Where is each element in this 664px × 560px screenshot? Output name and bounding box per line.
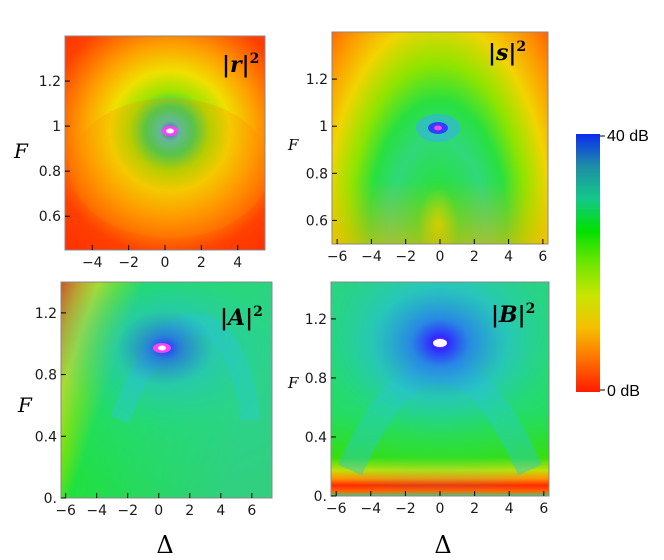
heatmap-panel-A <box>60 281 273 499</box>
x-tick-label: −2 <box>395 249 416 265</box>
y-tick-label: 0.8 <box>39 164 61 180</box>
y-tick-label: 0. <box>44 491 57 507</box>
y-tick-label: 0.6 <box>39 209 61 225</box>
colorbar-bar <box>576 134 600 392</box>
heatmap-s-peak-core <box>434 125 442 131</box>
y-axis-label: F <box>17 393 33 417</box>
x-tick-label: −4 <box>361 249 382 265</box>
x-tick-label: −6 <box>55 503 76 519</box>
y-tick-label: 1.2 <box>305 312 327 328</box>
panel-label: |B|2 <box>491 301 535 328</box>
x-tick-label: −2 <box>117 503 138 519</box>
x-tick-label: −4 <box>82 255 103 271</box>
colorbar-min-label: 0 dB <box>607 383 640 400</box>
x-tick-label: 6 <box>538 249 547 265</box>
panel-label: |r|2 <box>222 51 259 78</box>
x-tick-label: 0 <box>154 503 163 519</box>
panel-label: |A|2 <box>220 304 263 331</box>
colorbar: 40 dB 0 dB <box>576 128 649 400</box>
x-tick-label: 6 <box>247 503 256 519</box>
y-tick-label: 1.2 <box>35 306 57 322</box>
panel-A-frame <box>60 281 273 499</box>
x-tick-label: −6 <box>326 501 347 517</box>
heatmap-A-halo <box>61 282 272 498</box>
x-tick-label: 2 <box>470 249 479 265</box>
heatmap-r-field <box>65 36 265 250</box>
x-tick-label: −2 <box>118 255 139 271</box>
x-axis-label: Δ <box>434 531 451 559</box>
x-tick-label: 4 <box>505 501 514 517</box>
y-tick-label: 1.2 <box>306 72 328 88</box>
x-tick-label: −6 <box>327 249 348 265</box>
y-tick-label: 0. <box>314 489 327 505</box>
heatmap-r-arch <box>70 98 265 238</box>
colorbar-max-label: 40 dB <box>607 128 649 145</box>
x-tick-label: 0 <box>161 255 170 271</box>
y-tick-label: 0.8 <box>306 166 328 182</box>
x-axis-label: Δ <box>156 531 173 559</box>
y-tick-label: 1.2 <box>39 74 61 90</box>
axis-ticks: −4 −2 0 2 40.60.811.2−6 −4 −2 0 2 4 60.60.811.2−6−… <box>35 72 549 519</box>
y-tick-label: 0.8 <box>305 371 327 387</box>
y-tick-label: 0.4 <box>35 429 57 445</box>
x-tick-label: −4 <box>86 503 107 519</box>
x-tick-label: 2 <box>197 255 206 271</box>
y-axis-label: F <box>13 139 29 163</box>
x-tick-label: 2 <box>185 503 194 519</box>
y-tick-label: 1 <box>52 119 61 135</box>
heatmap-panel-s <box>331 31 549 245</box>
heatmap-B-halo <box>331 282 549 496</box>
heatmap-panel-B <box>330 281 550 497</box>
x-tick-label: −4 <box>360 501 381 517</box>
x-tick-label: 0 <box>436 249 445 265</box>
y-tick-label: 0.6 <box>306 213 328 229</box>
x-tick-label: 0 <box>436 501 445 517</box>
x-tick-label: 4 <box>233 255 242 271</box>
x-tick-label: 2 <box>470 501 479 517</box>
x-tick-label: −2 <box>395 501 416 517</box>
x-tick-label: 4 <box>216 503 225 519</box>
heatmap-A-peak-core <box>158 345 166 351</box>
y-tick-label: 0.8 <box>35 368 57 384</box>
y-tick-label: 0.4 <box>305 430 327 446</box>
y-tick-label: 1 <box>319 119 328 135</box>
y-axis-label: F <box>287 136 299 154</box>
heatmap-panel-r <box>64 35 266 251</box>
heatmap-B-peak-core <box>433 339 447 347</box>
panel-label: |s|2 <box>488 39 526 66</box>
y-axis-label: F <box>287 374 299 392</box>
x-tick-label: 6 <box>539 501 548 517</box>
x-tick-label: 4 <box>504 249 513 265</box>
heatmap-r-peak-core <box>166 128 174 134</box>
panel-labels: F |r|2 F |s|2 F Δ |A|2 F Δ |B|2 <box>13 39 535 559</box>
